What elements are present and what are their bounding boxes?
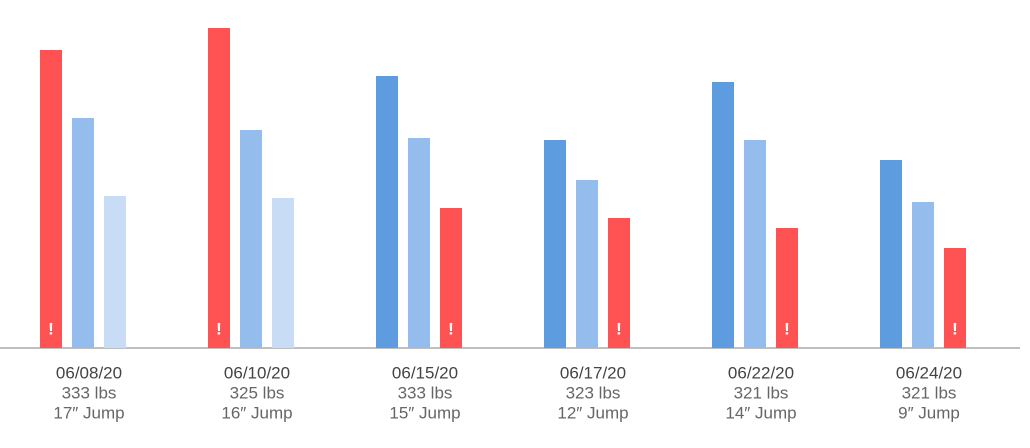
group-detail: 333 lbs — [398, 383, 453, 402]
group-detail: 17″ Jump — [53, 403, 124, 422]
bar — [440, 208, 462, 348]
alert-flag: ! — [616, 319, 622, 338]
bar — [576, 180, 598, 348]
bar — [712, 82, 734, 348]
group-detail: 12″ Jump — [557, 403, 628, 422]
bar — [104, 196, 126, 348]
group-detail: 321 lbs — [734, 383, 789, 402]
bar — [944, 248, 966, 348]
bar — [912, 202, 934, 348]
bar — [544, 140, 566, 348]
group-detail: 15″ Jump — [389, 403, 460, 422]
alert-flag: ! — [952, 319, 958, 338]
group-date: 06/15/20 — [392, 363, 458, 382]
alert-flag: ! — [784, 319, 790, 338]
group-detail: 333 lbs — [62, 383, 117, 402]
bar — [40, 50, 62, 348]
bar — [608, 218, 630, 348]
bar — [744, 140, 766, 348]
bar — [240, 130, 262, 348]
bar — [272, 198, 294, 348]
group-date: 06/10/20 — [224, 363, 290, 382]
group-detail: 325 lbs — [230, 383, 285, 402]
bar — [776, 228, 798, 348]
group-date: 06/08/20 — [56, 363, 122, 382]
group-detail: 16″ Jump — [221, 403, 292, 422]
alert-flag: ! — [448, 319, 454, 338]
group-detail: 9″ Jump — [898, 403, 960, 422]
group-detail: 321 lbs — [902, 383, 957, 402]
alert-flag: ! — [48, 319, 54, 338]
group-detail: 14″ Jump — [725, 403, 796, 422]
group-date: 06/24/20 — [896, 363, 962, 382]
bar — [72, 118, 94, 348]
group-date: 06/17/20 — [560, 363, 626, 382]
bar — [408, 138, 430, 348]
group-detail: 323 lbs — [566, 383, 621, 402]
bar — [880, 160, 902, 348]
bar — [208, 28, 230, 348]
alert-flag: ! — [216, 319, 222, 338]
bar — [376, 76, 398, 348]
group-date: 06/22/20 — [728, 363, 794, 382]
